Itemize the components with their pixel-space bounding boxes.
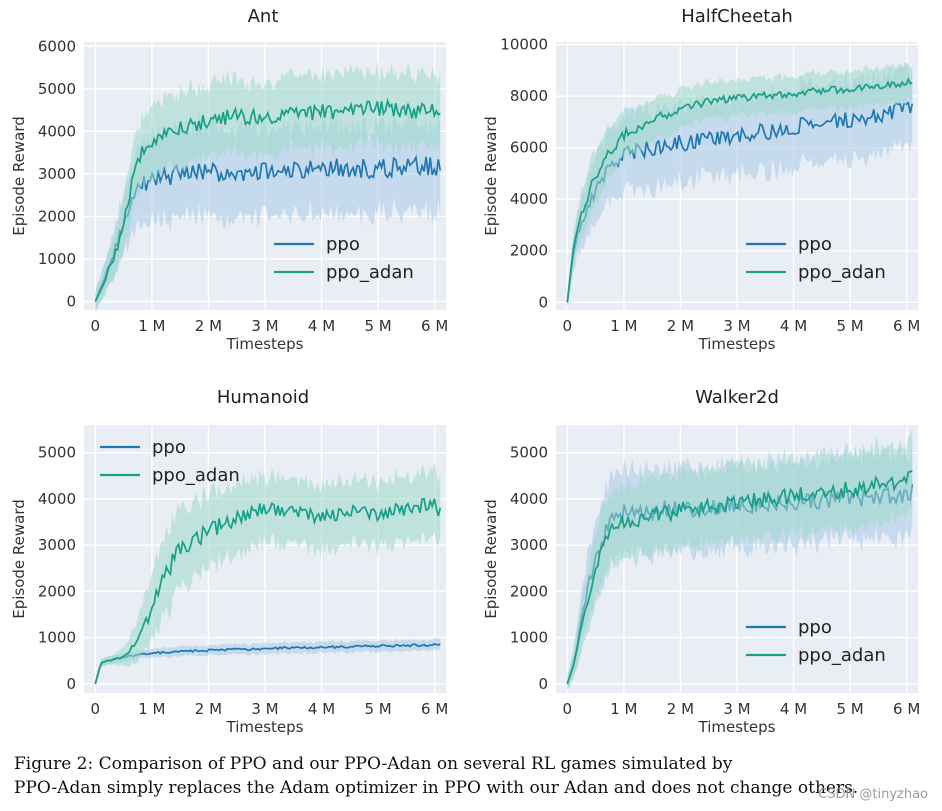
x-tick-label: 4 M: [308, 700, 335, 718]
x-tick-label: 6 M: [421, 700, 448, 718]
x-tick-label: 2 M: [195, 700, 222, 718]
y-tick-label: 2000: [510, 582, 548, 600]
figure: 0 1 M 2 M 3 M 4 M 5 M 6 M 0 1000 2000 3000 4000 5000…: [10, 6, 920, 736]
legend: ppo ppo_adan: [746, 617, 886, 666]
y-tick-label: 1000: [38, 250, 76, 268]
x-axis-title: Timesteps: [698, 335, 776, 353]
legend-label-ppo: ppo: [798, 234, 832, 255]
legend-label-ppo_adan: ppo_adan: [798, 262, 886, 283]
x-tick-label: 3 M: [723, 317, 750, 335]
x-tick-label: 2 M: [667, 700, 694, 718]
ppo_adan-line: [94, 97, 441, 302]
legend-label-ppo_adan: ppo_adan: [326, 262, 414, 283]
x-tick-label: 5 M: [364, 317, 391, 335]
x-axis-title: Timesteps: [698, 718, 776, 736]
chart-walker2d: 0 1 M 2 M 3 M 4 M 5 M 6 M 0 1000 2000 3000 4000 5000…: [482, 387, 920, 736]
chart-halfcheetah: 0 1 M 2 M 3 M 4 M 5 M 6 M 0 2000 4000 6000 8000 1000…: [482, 6, 920, 353]
x-tick-label: 3 M: [251, 317, 278, 335]
y-tick-label: 3000: [38, 536, 76, 554]
y-tick-label: 1000: [510, 629, 548, 647]
chart-title: HalfCheetah: [681, 6, 793, 27]
x-tick-label: 6 M: [893, 700, 920, 718]
ppo_adan-line: [94, 497, 442, 685]
ppo-band: [95, 637, 441, 687]
y-tick-label: 2000: [510, 242, 548, 260]
x-tick-label: 4 M: [780, 317, 807, 335]
y-tick-label: 3000: [38, 165, 76, 183]
x-tick-label: 1 M: [138, 700, 165, 718]
x-axis-title: Timesteps: [226, 718, 304, 736]
x-tick-label: 5 M: [836, 700, 863, 718]
y-tick-label: 0: [538, 293, 548, 311]
watermark: CSDN @tinyzhao: [818, 787, 928, 802]
y-axis-title: Episode Reward: [10, 499, 28, 619]
chart-title: Walker2d: [695, 387, 779, 408]
x-tick-label: 6 M: [893, 317, 920, 335]
y-tick-label: 2000: [38, 207, 76, 225]
x-tick-label: 2 M: [195, 317, 222, 335]
x-tick-label: 4 M: [780, 700, 807, 718]
y-tick-label: 0: [538, 675, 548, 693]
y-tick-label: 4000: [38, 122, 76, 140]
ppo-line: [94, 642, 441, 685]
y-tick-label: 4000: [510, 490, 548, 508]
x-tick-label: 1 M: [138, 317, 165, 335]
x-tick-label: 3 M: [723, 700, 750, 718]
chart-title: Ant: [248, 6, 279, 27]
x-tick-label: 5 M: [836, 317, 863, 335]
y-tick-label: 4000: [38, 490, 76, 508]
y-tick-label: 5000: [510, 444, 548, 462]
ppo_adan-line: [566, 470, 913, 685]
x-tick-label: 0: [91, 700, 101, 718]
ppo_adan-line: [566, 77, 913, 303]
legend-label-ppo: ppo: [798, 617, 832, 638]
y-tick-label: 0: [66, 292, 76, 310]
caption-line-2: PPO-Adan simply replaces the Adam optimi…: [14, 778, 859, 798]
y-tick-label: 5000: [38, 80, 76, 98]
legend: ppo ppo_adan: [274, 234, 414, 283]
legend: ppo ppo_adan: [100, 437, 240, 486]
y-tick-label: 0: [66, 675, 76, 693]
legend-label-ppo_adan: ppo_adan: [798, 645, 886, 666]
x-tick-label: 1 M: [610, 700, 637, 718]
x-tick-label: 4 M: [308, 317, 335, 335]
y-tick-label: 4000: [510, 190, 548, 208]
x-tick-label: 1 M: [610, 317, 637, 335]
y-tick-label: 10000: [500, 36, 548, 54]
x-tick-label: 0: [563, 317, 573, 335]
caption-line-1: Figure 2: Comparison of PPO and our PPO-…: [14, 754, 733, 774]
legend-label-ppo: ppo: [326, 234, 360, 255]
y-tick-label: 6000: [38, 37, 76, 55]
y-axis-title: Episode Reward: [10, 116, 28, 236]
x-tick-label: 2 M: [667, 317, 694, 335]
x-axis-title: Timesteps: [226, 335, 304, 353]
x-tick-label: 0: [563, 700, 573, 718]
ppo_adan-band: [567, 429, 913, 690]
legend-label-ppo: ppo: [152, 437, 186, 458]
legend-label-ppo_adan: ppo_adan: [152, 465, 240, 486]
chart-humanoid: 0 1 M 2 M 3 M 4 M 5 M 6 M 0 1000 2000 3000 4000 5000…: [10, 387, 448, 736]
x-tick-label: 5 M: [364, 700, 391, 718]
y-tick-label: 6000: [510, 139, 548, 157]
x-tick-label: 6 M: [421, 317, 448, 335]
ppo_adan-band: [95, 462, 441, 686]
x-tick-label: 3 M: [251, 700, 278, 718]
chart-title: Humanoid: [217, 387, 309, 408]
y-tick-label: 2000: [38, 582, 76, 600]
ppo_adan-band: [567, 63, 913, 309]
y-axis-title: Episode Reward: [482, 116, 500, 236]
x-tick-label: 0: [91, 317, 101, 335]
chart-ant: 0 1 M 2 M 3 M 4 M 5 M 6 M 0 1000 2000 3000 4000 5000…: [10, 6, 448, 353]
y-tick-label: 1000: [38, 629, 76, 647]
y-axis-title: Episode Reward: [482, 499, 500, 619]
y-tick-label: 8000: [510, 87, 548, 105]
y-tick-label: 3000: [510, 536, 548, 554]
y-tick-label: 5000: [38, 444, 76, 462]
figure-caption: Figure 2: Comparison of PPO and our PPO-…: [14, 752, 929, 800]
legend: ppo ppo_adan: [746, 234, 886, 283]
